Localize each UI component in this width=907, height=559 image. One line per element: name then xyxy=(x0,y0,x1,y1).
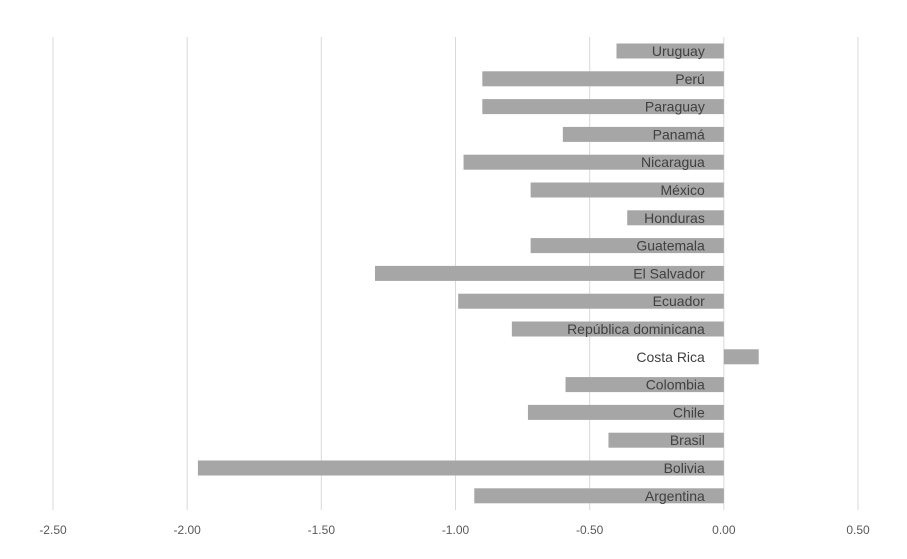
x-tick-label: 0.00 xyxy=(712,523,736,537)
category-label: República dominicana xyxy=(567,321,705,337)
category-label: Bolivia xyxy=(664,460,705,476)
category-label: Costa Rica xyxy=(636,349,705,365)
category-label: Nicaragua xyxy=(641,154,705,170)
bar xyxy=(463,154,724,170)
category-label: Ecuador xyxy=(653,293,705,309)
bar xyxy=(565,377,724,393)
bar xyxy=(616,43,724,59)
bar xyxy=(474,488,724,504)
category-label: El Salvador xyxy=(633,265,705,281)
category-labels: Uruguay Perú Paraguay Panamá Nicaragua México… xyxy=(567,43,705,504)
x-tick-label: -1.50 xyxy=(308,523,336,537)
category-label: Paraguay xyxy=(645,99,705,115)
x-axis-tick-labels: -2.50 -2.00 -1.50 -1.00 -0.50 0.00 0.50 xyxy=(39,523,870,537)
bar xyxy=(608,432,724,448)
category-label: Colombia xyxy=(646,377,705,393)
bars xyxy=(197,43,759,504)
category-label: Argentina xyxy=(645,488,705,504)
category-label: México xyxy=(660,182,705,198)
x-tick-label: 0.50 xyxy=(846,523,870,537)
bar xyxy=(530,238,724,254)
x-tick-label: -2.00 xyxy=(173,523,201,537)
category-label: Perú xyxy=(675,71,705,87)
category-label: Panamá xyxy=(653,126,705,142)
x-tick-label: -1.00 xyxy=(442,523,470,537)
bar xyxy=(197,460,724,476)
bar xyxy=(530,182,724,198)
bar xyxy=(482,71,724,87)
bar xyxy=(482,99,724,115)
bar xyxy=(375,265,724,281)
category-label: Brasil xyxy=(670,432,705,448)
category-label: Uruguay xyxy=(652,43,705,59)
bar xyxy=(723,349,759,365)
category-label: Chile xyxy=(673,404,705,420)
bar xyxy=(562,126,724,142)
x-tick-label: -2.50 xyxy=(39,523,67,537)
bar xyxy=(511,321,724,337)
bar xyxy=(458,293,724,309)
bar xyxy=(527,404,724,420)
category-label: Guatemala xyxy=(636,238,705,254)
bar xyxy=(627,210,724,226)
category-label: Honduras xyxy=(644,210,705,226)
x-tick-label: -0.50 xyxy=(576,523,604,537)
